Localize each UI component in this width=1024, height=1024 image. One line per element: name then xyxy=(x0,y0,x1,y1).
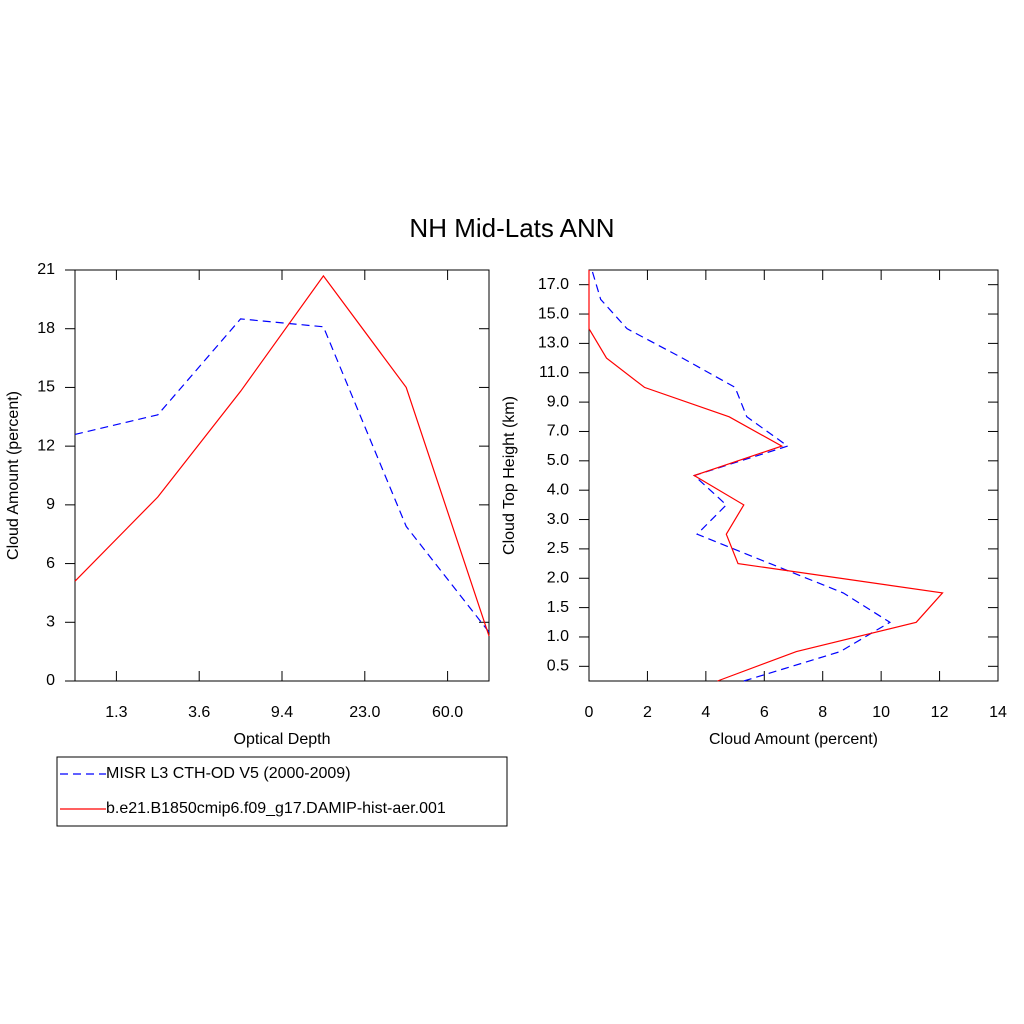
plot-frame xyxy=(74,269,490,682)
y-tick-label: 5.0 xyxy=(547,452,569,469)
x-tick-label: 14 xyxy=(989,704,1007,721)
x-tick-label: 3.6 xyxy=(188,704,210,721)
x-tick-label: 60.0 xyxy=(432,704,463,721)
x-tick-label: 12 xyxy=(931,704,949,721)
y-tick-label: 21 xyxy=(37,261,55,278)
plot-frame xyxy=(588,269,999,682)
y-tick-label: 4.0 xyxy=(547,481,569,498)
y-tick-label: 9.0 xyxy=(547,393,569,410)
y-tick-label: 3.0 xyxy=(547,511,569,528)
y-tick-label: 15 xyxy=(37,379,55,396)
y-tick-label: 15.0 xyxy=(538,305,569,322)
y-tick-label: 17.0 xyxy=(538,276,569,293)
y-tick-label: 18 xyxy=(37,320,55,337)
series-line xyxy=(74,274,490,637)
y-tick-label: 11.0 xyxy=(539,364,569,381)
x-tick-label: 10 xyxy=(872,704,890,721)
y-tick-label: 9 xyxy=(46,496,55,513)
x-tick-label: 9.4 xyxy=(271,704,293,721)
legend-label: b.e21.B1850cmip6.f09_g17.DAMIP-hist-aer.… xyxy=(106,800,446,817)
y-tick-label: 7.0 xyxy=(547,423,569,440)
x-tick-label: 1.3 xyxy=(105,704,127,721)
y-tick-label: 13.0 xyxy=(538,335,569,352)
y-tick-label: 0 xyxy=(46,672,55,689)
y-tick-label: 6 xyxy=(46,555,55,572)
y-tick-label: 1.5 xyxy=(547,599,569,616)
y-tick-label: 3 xyxy=(46,614,55,631)
x-tick-label: 0 xyxy=(585,704,594,721)
series-line xyxy=(74,318,490,633)
y-tick-label: 2.5 xyxy=(547,540,569,557)
y-axis-label: Cloud Top Height (km) xyxy=(501,396,518,555)
legend-box xyxy=(56,756,508,827)
series-line xyxy=(588,270,944,682)
chart-title: NH Mid-Lats ANN xyxy=(409,213,614,243)
y-tick-label: 0.5 xyxy=(547,658,569,675)
x-axis-label: Optical Depth xyxy=(234,731,331,748)
x-axis-label: Cloud Amount (percent) xyxy=(709,731,878,748)
x-tick-label: 6 xyxy=(760,704,769,721)
x-tick-label: 8 xyxy=(818,704,827,721)
x-tick-label: 4 xyxy=(701,704,710,721)
y-tick-label: 1.0 xyxy=(547,628,569,645)
x-tick-label: 2 xyxy=(643,704,652,721)
y-tick-label: 2.0 xyxy=(547,569,569,586)
series-line xyxy=(591,269,892,682)
y-tick-label: 12 xyxy=(37,437,55,454)
y-axis-label: Cloud Amount (percent) xyxy=(5,391,22,560)
x-tick-label: 23.0 xyxy=(349,704,380,721)
legend-label: MISR L3 CTH-OD V5 (2000-2009) xyxy=(106,765,351,782)
